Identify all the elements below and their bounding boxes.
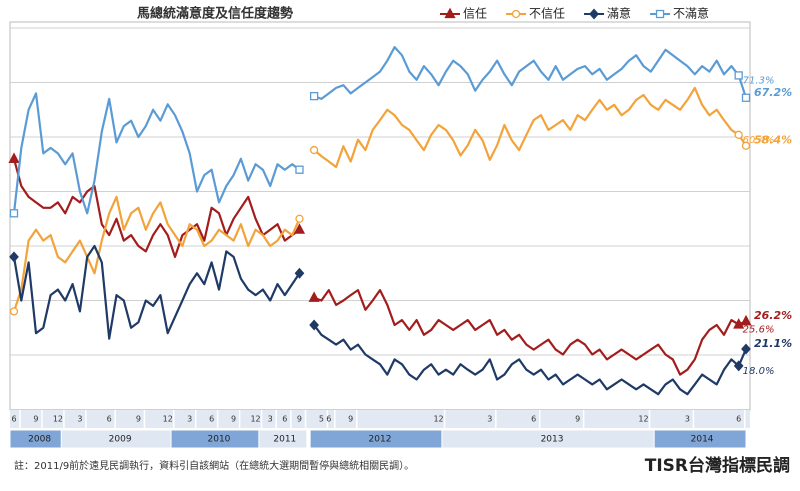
marker xyxy=(733,318,745,329)
x-tick-label: 12 xyxy=(163,415,173,424)
series-line xyxy=(12,244,748,396)
legend-label: 滿意 xyxy=(607,6,631,21)
year-label: 2010 xyxy=(208,435,231,445)
x-tick-label: 9 xyxy=(575,415,580,424)
marker xyxy=(294,267,305,279)
marker xyxy=(734,130,743,139)
year-label: 2014 xyxy=(691,435,714,445)
x-tick-label: 9 xyxy=(297,415,302,424)
x-tick-label: 12 xyxy=(638,415,648,424)
marker xyxy=(9,307,19,316)
marker xyxy=(741,343,751,355)
legend-marker xyxy=(511,9,521,19)
marker xyxy=(309,91,319,101)
x-tick-label: 6 xyxy=(209,415,214,424)
x-tick-label: 9 xyxy=(33,415,38,424)
year-label: 2013 xyxy=(541,435,564,445)
x-tick-label: 3 xyxy=(77,415,82,424)
marker xyxy=(295,165,304,174)
x-tick-label: 12 xyxy=(53,415,63,424)
x-tick-label: 3 xyxy=(187,415,192,424)
x-tick-label: 6 xyxy=(326,415,331,424)
marker xyxy=(295,214,304,223)
x-tick-label: 9 xyxy=(348,415,353,424)
series-line xyxy=(12,158,747,376)
year-label: 2009 xyxy=(109,435,132,445)
legend-marker xyxy=(655,9,665,19)
year-label: 2011 xyxy=(273,435,296,445)
value-label: 25.6% xyxy=(743,324,775,335)
chart-title: 馬總統滿意度及信任度趨勢 xyxy=(137,6,293,22)
marker xyxy=(741,93,751,102)
value-label: 21.1% xyxy=(754,337,792,350)
series-line xyxy=(12,86,747,312)
x-tick-label: 9 xyxy=(231,415,236,424)
marker xyxy=(733,360,744,372)
marker xyxy=(741,141,751,150)
legend-marker xyxy=(589,8,599,20)
brand: TISR台灣指標民調 xyxy=(645,455,790,476)
marker xyxy=(309,145,319,155)
x-tick-label: 3 xyxy=(487,415,492,424)
value-label: 18.0% xyxy=(743,366,775,377)
value-label: 58.4% xyxy=(754,134,792,147)
marker xyxy=(308,291,320,302)
x-tick-label: 3 xyxy=(268,415,273,424)
series-line xyxy=(12,46,748,215)
marker xyxy=(309,319,319,331)
x-tick-label: 3 xyxy=(685,415,690,424)
year-band xyxy=(653,429,747,449)
footnote: 註：2011/9前於遠見民調執行，資料引自該網站（在總統大選期間暫停與總統相關民… xyxy=(14,459,414,472)
x-tick-label: 6 xyxy=(107,415,112,424)
year-label: 2012 xyxy=(369,435,392,445)
marker xyxy=(293,223,306,234)
year-label: 2008 xyxy=(28,435,51,445)
year-band xyxy=(258,429,308,449)
legend-marker xyxy=(444,7,456,19)
x-tick-label: 5 xyxy=(319,415,324,424)
legend-label: 不滿意 xyxy=(673,6,709,21)
marker xyxy=(8,152,20,163)
marker xyxy=(734,71,743,80)
value-label: 26.2% xyxy=(754,309,792,322)
x-tick-label: 9 xyxy=(136,415,141,424)
marker xyxy=(9,251,19,263)
value-label: 71.3% xyxy=(743,75,775,86)
x-tick-label: 6 xyxy=(282,415,287,424)
x-tick-label: 6 xyxy=(531,415,536,424)
x-tick-label: 12 xyxy=(250,415,260,424)
x-tick-label: 12 xyxy=(433,415,443,424)
marker xyxy=(740,314,752,326)
value-label: 60.4% xyxy=(743,135,775,146)
x-tick-label: 6 xyxy=(11,415,16,424)
value-label: 67.2% xyxy=(754,86,792,99)
x-tick-label: 6 xyxy=(736,415,741,424)
legend-label: 不信任 xyxy=(529,7,565,21)
legend-label: 信任 xyxy=(463,7,487,21)
marker xyxy=(9,209,19,218)
plot-frame xyxy=(9,21,751,411)
